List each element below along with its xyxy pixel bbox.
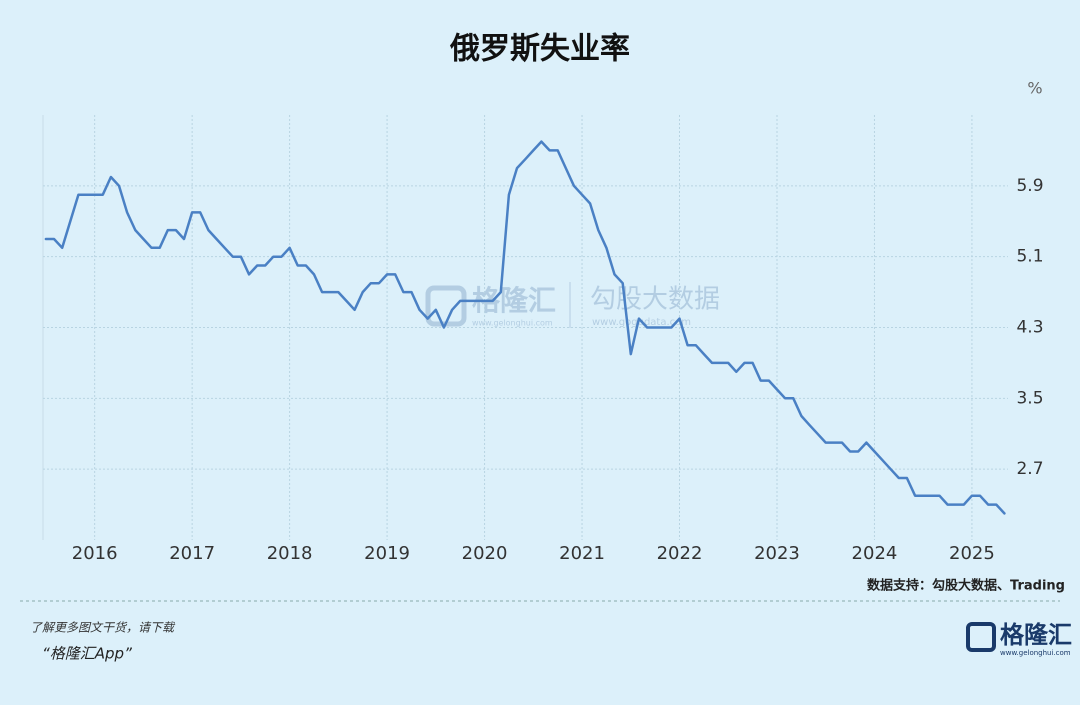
y-tick-label: 3.5 [1016, 388, 1043, 408]
x-tick-label: 2025 [949, 543, 995, 564]
x-tick-label: 2019 [364, 543, 410, 564]
logo-icon [966, 622, 996, 652]
line [44, 140, 1006, 515]
x-tick-label: 2023 [754, 543, 800, 564]
x-tick-label: 2020 [462, 543, 508, 564]
logo-url: www.gelonghui.com [1000, 649, 1071, 657]
x-tick-label: 2018 [267, 543, 313, 564]
footer-line1: 了解更多图文干货，请下载 [30, 621, 176, 635]
chart-title: 俄罗斯失业率 [449, 32, 630, 67]
y-unit: % [1027, 79, 1042, 98]
watermark-right: 勾股大数据 [590, 285, 720, 315]
x-tick-label: 2022 [657, 543, 703, 564]
y-tick-label: 5.1 [1016, 247, 1043, 267]
watermark-left-url: www.gelonghui.com [472, 319, 553, 328]
source: 数据支持：勾股大数据、Trading [867, 578, 1065, 594]
y-tick-label: 5.9 [1016, 176, 1043, 196]
logo: 格隆汇 [1000, 621, 1072, 649]
x-tick-label: 2024 [852, 543, 898, 564]
y-tick-label: 2.7 [1016, 459, 1043, 479]
footer-line2: “格隆汇App” [42, 645, 132, 663]
y-tick-label: 4.3 [1016, 318, 1043, 338]
x-tick-label: 2017 [169, 543, 215, 564]
x-tick-label: 2016 [72, 543, 118, 564]
x-tick-label: 2021 [559, 543, 605, 564]
